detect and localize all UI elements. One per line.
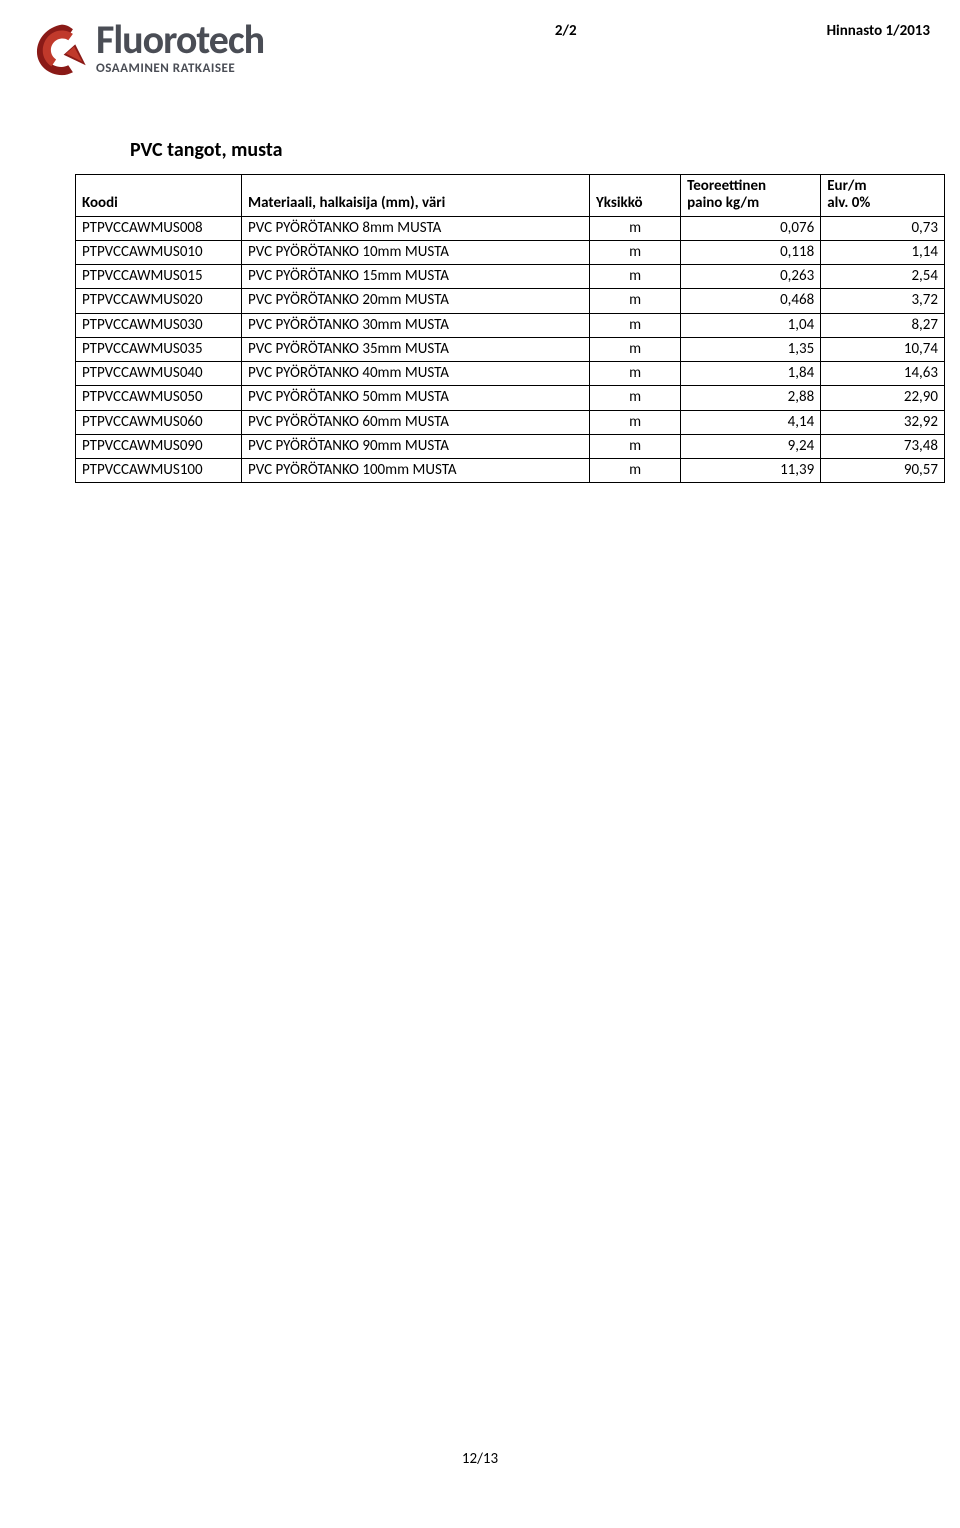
header-right: 2/2 Hinnasto 1/2013 bbox=[555, 20, 930, 40]
cell-eur: 8,27 bbox=[821, 313, 945, 337]
page: Fluorotech OSAAMINEN RATKAISEE 2/2 Hinna… bbox=[0, 0, 960, 1528]
col-teoreettinen-header: Teoreettinen paino kg/m bbox=[681, 175, 821, 217]
cell-eur: 22,90 bbox=[821, 386, 945, 410]
col-eur-line2: alv. 0% bbox=[827, 194, 870, 212]
cell-eur: 73,48 bbox=[821, 434, 945, 458]
cell-teoreettinen: 4,14 bbox=[681, 410, 821, 434]
cell-koodi: PTPVCCAWMUS050 bbox=[76, 386, 242, 410]
cell-materiaali: PVC PYÖRÖTANKO 90mm MUSTA bbox=[242, 434, 590, 458]
col-yksikko-header: Yksikkö bbox=[590, 175, 681, 217]
cell-teoreettinen: 9,24 bbox=[681, 434, 821, 458]
cell-teoreettinen: 0,468 bbox=[681, 289, 821, 313]
table-head: Koodi Materiaali, halkaisija (mm), väri … bbox=[76, 175, 945, 217]
table-row: PTPVCCAWMUS008PVC PYÖRÖTANKO 8mm MUSTAm0… bbox=[76, 216, 945, 240]
hinnasto-label: Hinnasto 1/2013 bbox=[827, 22, 930, 40]
cell-eur: 10,74 bbox=[821, 337, 945, 361]
cell-yksikko: m bbox=[590, 386, 681, 410]
footer-page: 12/13 bbox=[0, 1450, 960, 1468]
cell-teoreettinen: 1,35 bbox=[681, 337, 821, 361]
logo-word: Fluorotech bbox=[96, 20, 264, 60]
cell-koodi: PTPVCCAWMUS040 bbox=[76, 362, 242, 386]
cell-eur: 3,72 bbox=[821, 289, 945, 313]
cell-teoreettinen: 0,263 bbox=[681, 265, 821, 289]
logo-arrow-icon bbox=[30, 20, 88, 78]
cell-koodi: PTPVCCAWMUS090 bbox=[76, 434, 242, 458]
table-row: PTPVCCAWMUS050PVC PYÖRÖTANKO 50mm MUSTAm… bbox=[76, 386, 945, 410]
cell-eur: 1,14 bbox=[821, 240, 945, 264]
logo-tagline: OSAAMINEN RATKAISEE bbox=[96, 62, 264, 75]
cell-yksikko: m bbox=[590, 289, 681, 313]
cell-eur: 90,57 bbox=[821, 459, 945, 483]
table-row: PTPVCCAWMUS020PVC PYÖRÖTANKO 20mm MUSTAm… bbox=[76, 289, 945, 313]
col-koodi-label: Koodi bbox=[82, 194, 118, 212]
cell-teoreettinen: 1,04 bbox=[681, 313, 821, 337]
table-row: PTPVCCAWMUS100PVC PYÖRÖTANKO 100mm MUSTA… bbox=[76, 459, 945, 483]
logo-text-block: Fluorotech OSAAMINEN RATKAISEE bbox=[96, 20, 264, 75]
cell-koodi: PTPVCCAWMUS035 bbox=[76, 337, 242, 361]
col-materiaali-label: Materiaali, halkaisija (mm), väri bbox=[248, 194, 445, 212]
cell-yksikko: m bbox=[590, 216, 681, 240]
cell-materiaali: PVC PYÖRÖTANKO 50mm MUSTA bbox=[242, 386, 590, 410]
cell-koodi: PTPVCCAWMUS030 bbox=[76, 313, 242, 337]
cell-yksikko: m bbox=[590, 337, 681, 361]
cell-teoreettinen: 0,118 bbox=[681, 240, 821, 264]
col-eur-header: Eur/m alv. 0% bbox=[821, 175, 945, 217]
cell-eur: 32,92 bbox=[821, 410, 945, 434]
table-row: PTPVCCAWMUS035PVC PYÖRÖTANKO 35mm MUSTAm… bbox=[76, 337, 945, 361]
cell-koodi: PTPVCCAWMUS020 bbox=[76, 289, 242, 313]
cell-materiaali: PVC PYÖRÖTANKO 35mm MUSTA bbox=[242, 337, 590, 361]
cell-yksikko: m bbox=[590, 434, 681, 458]
cell-eur: 14,63 bbox=[821, 362, 945, 386]
cell-materiaali: PVC PYÖRÖTANKO 15mm MUSTA bbox=[242, 265, 590, 289]
cell-materiaali: PVC PYÖRÖTANKO 10mm MUSTA bbox=[242, 240, 590, 264]
cell-yksikko: m bbox=[590, 362, 681, 386]
cell-teoreettinen: 11,39 bbox=[681, 459, 821, 483]
cell-materiaali: PVC PYÖRÖTANKO 40mm MUSTA bbox=[242, 362, 590, 386]
page-title: PVC tangot, musta bbox=[130, 138, 930, 162]
cell-eur: 2,54 bbox=[821, 265, 945, 289]
table-row: PTPVCCAWMUS015PVC PYÖRÖTANKO 15mm MUSTAm… bbox=[76, 265, 945, 289]
cell-eur: 0,73 bbox=[821, 216, 945, 240]
table-row: PTPVCCAWMUS090PVC PYÖRÖTANKO 90mm MUSTAm… bbox=[76, 434, 945, 458]
header-row: Fluorotech OSAAMINEN RATKAISEE 2/2 Hinna… bbox=[30, 20, 930, 78]
cell-yksikko: m bbox=[590, 410, 681, 434]
cell-teoreettinen: 2,88 bbox=[681, 386, 821, 410]
cell-materiaali: PVC PYÖRÖTANKO 60mm MUSTA bbox=[242, 410, 590, 434]
table-row: PTPVCCAWMUS010PVC PYÖRÖTANKO 10mm MUSTAm… bbox=[76, 240, 945, 264]
cell-materiaali: PVC PYÖRÖTANKO 30mm MUSTA bbox=[242, 313, 590, 337]
cell-koodi: PTPVCCAWMUS015 bbox=[76, 265, 242, 289]
cell-teoreettinen: 0,076 bbox=[681, 216, 821, 240]
col-yksikko-label: Yksikkö bbox=[596, 194, 643, 212]
logo-block: Fluorotech OSAAMINEN RATKAISEE bbox=[30, 20, 264, 78]
cell-materiaali: PVC PYÖRÖTANKO 8mm MUSTA bbox=[242, 216, 590, 240]
col-eur-line1: Eur/m bbox=[827, 177, 866, 195]
table-row: PTPVCCAWMUS060PVC PYÖRÖTANKO 60mm MUSTAm… bbox=[76, 410, 945, 434]
cell-materiaali: PVC PYÖRÖTANKO 100mm MUSTA bbox=[242, 459, 590, 483]
cell-materiaali: PVC PYÖRÖTANKO 20mm MUSTA bbox=[242, 289, 590, 313]
price-table: Koodi Materiaali, halkaisija (mm), väri … bbox=[75, 174, 945, 483]
col-materiaali-header: Materiaali, halkaisija (mm), väri bbox=[242, 175, 590, 217]
cell-yksikko: m bbox=[590, 265, 681, 289]
cell-koodi: PTPVCCAWMUS100 bbox=[76, 459, 242, 483]
table-body: PTPVCCAWMUS008PVC PYÖRÖTANKO 8mm MUSTAm0… bbox=[76, 216, 945, 483]
cell-koodi: PTPVCCAWMUS008 bbox=[76, 216, 242, 240]
page-indicator: 2/2 bbox=[555, 22, 577, 40]
col-teoreettinen-line2: paino kg/m bbox=[687, 194, 759, 212]
cell-yksikko: m bbox=[590, 240, 681, 264]
cell-yksikko: m bbox=[590, 459, 681, 483]
col-teoreettinen-line1: Teoreettinen bbox=[687, 177, 766, 195]
table-row: PTPVCCAWMUS030PVC PYÖRÖTANKO 30mm MUSTAm… bbox=[76, 313, 945, 337]
cell-yksikko: m bbox=[590, 313, 681, 337]
cell-koodi: PTPVCCAWMUS060 bbox=[76, 410, 242, 434]
cell-teoreettinen: 1,84 bbox=[681, 362, 821, 386]
cell-koodi: PTPVCCAWMUS010 bbox=[76, 240, 242, 264]
table-row: PTPVCCAWMUS040PVC PYÖRÖTANKO 40mm MUSTAm… bbox=[76, 362, 945, 386]
col-koodi-header: Koodi bbox=[76, 175, 242, 217]
table-header-row: Koodi Materiaali, halkaisija (mm), väri … bbox=[76, 175, 945, 217]
